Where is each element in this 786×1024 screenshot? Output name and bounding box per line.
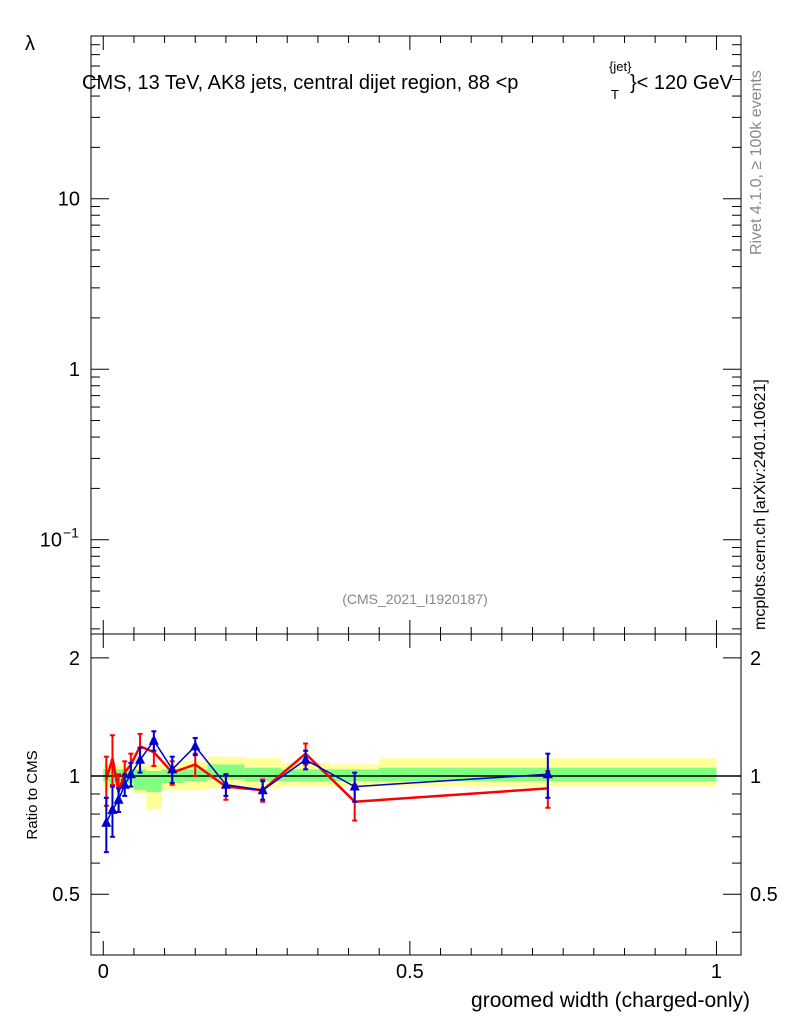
main-y-tick-label: 1 [69, 359, 80, 381]
data-point-1 [113, 793, 124, 804]
main-frame [90, 35, 742, 635]
ratio-y-tick-label-left: 1 [69, 766, 80, 788]
ratio-y-tick-label-left: 0.5 [52, 884, 80, 906]
ratio-panel: 0.5 0.51 12 2 0 0.5 1 Ratio to CMS groomed wi… [24, 633, 778, 1012]
data-point-1 [190, 740, 201, 751]
chart-title: CMS, 13 TeV, AK8 jets, central dijet reg… [82, 59, 734, 102]
data-point-1 [220, 778, 231, 789]
data-point-1 [101, 816, 112, 827]
main-y-tick-label: 10 [40, 530, 62, 552]
uncertainty-band-stat [146, 770, 162, 793]
ratio-x-ticks: 0 0.5 1 [98, 634, 722, 983]
ratio-frame [90, 633, 742, 956]
main-x-ticks [102, 36, 717, 634]
data-point-1 [349, 780, 360, 791]
chart-title-tail: }< 120 GeV [630, 72, 734, 94]
chart-title-superscript: {jet} [609, 59, 632, 74]
data-point-1 [300, 753, 311, 764]
ratio-y-ticks: 0.5 0.5 1 1 2 2 [52, 648, 778, 933]
uncertainty-band-stat [133, 769, 147, 791]
data-point-1 [125, 768, 136, 779]
x-axis-label: groomed width (charged-only) [471, 989, 750, 1012]
data-point-1 [542, 768, 553, 779]
chart-title-main: CMS, 13 TeV, AK8 jets, central dijet reg… [82, 72, 518, 94]
mcplots-label: mcplots.cern.ch [arXiv:2401.10621] [752, 379, 769, 630]
uncertainty-band-stat [244, 767, 282, 782]
main-y-tick-label: 10 [58, 189, 80, 211]
ratio-series [101, 730, 553, 854]
data-point-1 [107, 803, 118, 814]
rivet-version-label: Rivet 4.1.0, ≥ 100k events [748, 70, 765, 255]
data-point-1 [167, 763, 178, 774]
data-point-1 [257, 784, 268, 795]
ratio-y-tick-label-right: 2 [750, 648, 761, 670]
ratio-y-axis-label: Ratio to CMS [24, 750, 41, 839]
data-point-1 [119, 778, 130, 789]
analysis-label: (CMS_2021_I1920187) [342, 591, 488, 607]
main-y-axis-label: λ [25, 33, 35, 55]
x-tick-label: 0 [98, 961, 109, 983]
x-tick-label: 1 [711, 961, 722, 983]
ratio-y-tick-label-right: 0.5 [750, 884, 778, 906]
data-point-1 [135, 753, 146, 764]
ratio-y-tick-label-right: 1 [750, 766, 761, 788]
x-tick-label: 0.5 [396, 961, 424, 983]
chart-title-subscript: T [611, 87, 619, 102]
ratio-y-tick-label-left: 2 [69, 648, 80, 670]
main-y-tick-label-exponent: −1 [63, 525, 79, 541]
data-point-1 [148, 734, 159, 745]
